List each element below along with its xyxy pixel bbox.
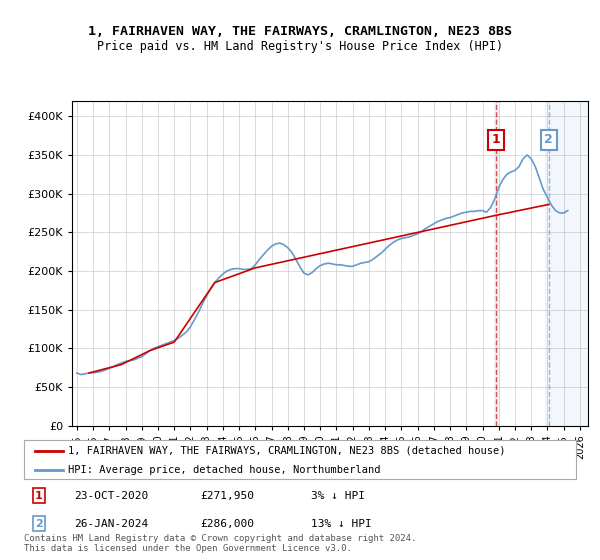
Text: 13% ↓ HPI: 13% ↓ HPI [311,519,372,529]
Text: 23-OCT-2020: 23-OCT-2020 [74,491,148,501]
Text: 1, FAIRHAVEN WAY, THE FAIRWAYS, CRAMLINGTON, NE23 8BS (detached house): 1, FAIRHAVEN WAY, THE FAIRWAYS, CRAMLING… [68,446,506,456]
Text: HPI: Average price, detached house, Northumberland: HPI: Average price, detached house, Nort… [68,465,380,475]
Text: 2: 2 [35,519,43,529]
Text: 3% ↓ HPI: 3% ↓ HPI [311,491,365,501]
Text: Contains HM Land Registry data © Crown copyright and database right 2024.
This d: Contains HM Land Registry data © Crown c… [24,534,416,553]
Bar [494,101,499,426]
Text: 2: 2 [544,133,553,146]
Text: 1, FAIRHAVEN WAY, THE FAIRWAYS, CRAMLINGTON, NE23 8BS: 1, FAIRHAVEN WAY, THE FAIRWAYS, CRAMLING… [88,25,512,38]
Text: 1: 1 [491,133,500,146]
Text: 26-JAN-2024: 26-JAN-2024 [74,519,148,529]
Bar [545,101,596,426]
Text: 1: 1 [35,491,43,501]
Text: £286,000: £286,000 [200,519,254,529]
Text: £271,950: £271,950 [200,491,254,501]
Text: Price paid vs. HM Land Registry's House Price Index (HPI): Price paid vs. HM Land Registry's House … [97,40,503,53]
